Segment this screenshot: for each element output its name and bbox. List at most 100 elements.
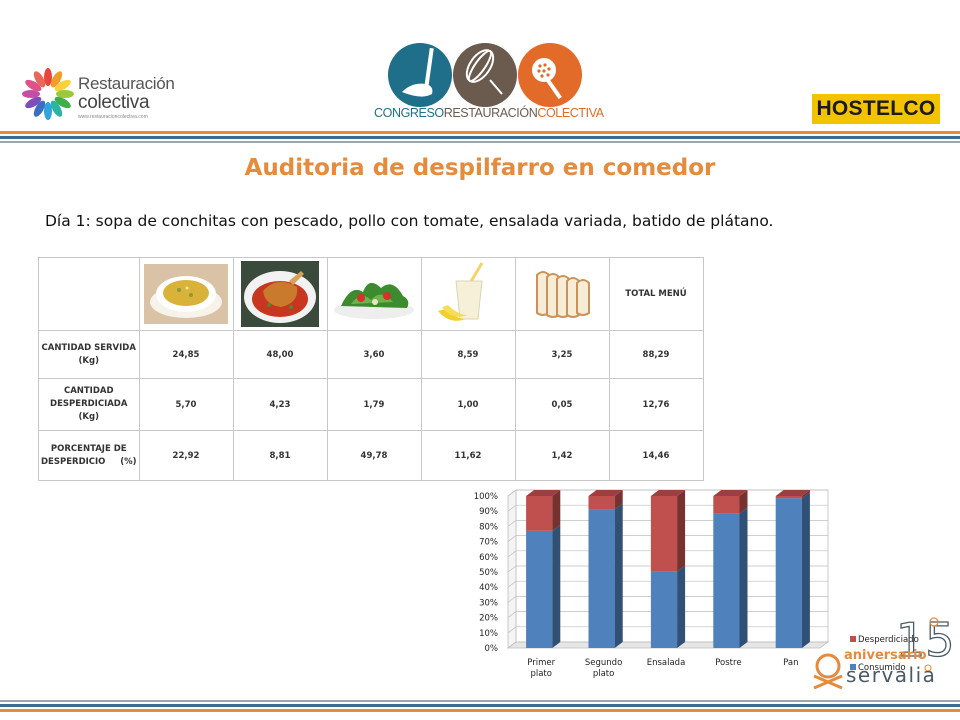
chicken-cell [232,257,328,331]
salad-icon [334,282,414,319]
table-row: CANTIDAD SERVIDA (Kg) 24,85 48,00 3,60 8… [38,330,704,379]
row-label-line: CANTIDAD [63,386,114,396]
y-tick-label: 30% [479,598,498,608]
table-cell: 3,60 [326,330,422,379]
servalia-logo-graphic: 15 aniversario servalia [813,612,955,690]
bar-top [526,490,561,496]
page-title: Auditoria de despilfarro en comedor [244,155,716,181]
bar-front [775,498,802,648]
table-cell: 8,81 [232,430,328,481]
bar-side [739,490,748,514]
bar-front [588,496,615,510]
restauracion-colectiva-logo: Restauración colectiva www.restauracionc… [18,62,178,126]
bar-side [801,490,810,499]
table-cell: 4,23 [232,378,328,431]
anniversary-number: 15 [896,613,955,667]
bar-front [526,530,553,648]
chicken-tomato-icon [241,261,319,327]
rc-logo-line1: Restauración [78,74,175,93]
y-tick-label: 40% [479,583,498,593]
y-tick-label: 0% [485,644,499,654]
hostelco-logo: HOSTELCO [812,94,940,124]
table-cell: 49,78 [326,430,422,481]
table-cell: 24,85 [138,330,234,379]
bar-side [614,503,623,648]
legend-label: Consumido [858,663,906,673]
total-header-cell: TOTAL MENÚ [608,257,704,331]
y-tick-label: 60% [479,553,498,563]
x-tick-label: plato [593,669,615,679]
rc-logo-url: www.restauracioncolectiva.com [78,114,148,120]
row-label-servida: CANTIDAD SERVIDA (Kg) [38,330,140,379]
bar-front [713,513,740,648]
rc-logo-line2: colectiva [78,92,150,113]
anniversary-word: aniversario [844,648,927,663]
row-label-line: DESPERDICIADA [50,399,128,409]
row-label-line: (Kg) [78,412,99,422]
table-cell: 1,00 [420,378,516,431]
congreso-circles-icon [388,43,582,107]
x-tick-label: plato [530,669,552,679]
table-cell: 48,00 [232,330,328,379]
table-row: PORCENTAJE DE DESPERDICIO (%) 22,92 8,81… [38,430,704,481]
bar-front [650,496,678,572]
servalia-brand: servalia [846,663,936,687]
bar-side [552,524,561,648]
bar-front [588,509,615,648]
legend-swatch [850,664,856,670]
row-label-line: DESPERDICIO (%) [41,456,137,467]
row-label-line: CANTIDAD SERVIDA [41,342,136,353]
bar-side [677,565,686,648]
footer-stripe-blue [0,704,960,707]
bread-cell [514,257,610,331]
table-cell: 14,46 [608,430,704,481]
congreso-text-part2: RESTAURACIÓN [443,106,538,120]
bar-front [650,571,678,648]
header-stripe-gray [0,141,960,143]
table-cell: 5,70 [138,378,234,431]
bar-side [614,490,623,510]
soup-bowl-icon [144,264,228,324]
bar-side [739,507,748,648]
bar-top [588,490,623,496]
x-tick-label: Segundo [585,658,622,668]
table-cell: 12,76 [608,378,704,431]
soup-cell [138,257,234,331]
x-tick-label: Primer [527,658,555,668]
bar-side [677,490,686,572]
row-label-desperdiciada: CANTIDAD DESPERDICIADA (Kg) [38,378,140,431]
row-label-line: (Kg) [78,355,99,366]
table-corner-cell [38,257,140,331]
y-tick-label: 20% [479,614,498,624]
congreso-logo: CONGRESORESTAURACIÓNCOLECTIVA [372,30,604,126]
table-cell: 22,92 [138,430,234,481]
footer-stripe-gray [0,700,960,702]
congreso-text-part3: COLECTIVA [537,106,604,120]
row-label-line: PORCENTAJE DE [50,443,127,454]
shake-cell [420,257,516,331]
congreso-logo-text: CONGRESORESTAURACIÓNCOLECTIVA [374,106,604,120]
table-cell: 88,29 [608,330,704,379]
bar-top [713,490,748,496]
menu-description: Día 1: sopa de conchitas con pescado, po… [45,212,774,230]
y-tick-label: 50% [479,568,498,578]
y-tick-label: 90% [479,507,498,517]
congreso-text-part1: CONGRESO [374,106,444,120]
hostelco-logo-text: HOSTELCO [816,97,936,120]
y-tick-label: 10% [479,629,498,639]
table-cell: 8,59 [420,330,516,379]
x-tick-label: Ensalada [647,658,686,668]
legend-label: Desperdiciado [858,635,919,645]
servalia-logo: 15 aniversario servalia [808,610,958,702]
flower-logo-icon [22,68,74,120]
bar-side [801,492,810,648]
bar-front [775,496,802,499]
row-label-porcentaje: PORCENTAJE DE DESPERDICIO (%) [38,430,140,481]
table-row: CANTIDAD DESPERDICIADA (Kg) 5,70 4,23 1,… [38,378,704,431]
legend-swatch [850,636,856,642]
bread-slices-icon [536,271,590,318]
header-stripe-orange [0,131,960,134]
waste-table: TOTAL MENÚ CANTIDAD SERVIDA (Kg) 24,85 4… [38,257,704,481]
table-cell: 11,62 [420,430,516,481]
table-cell: 1,42 [514,430,610,481]
